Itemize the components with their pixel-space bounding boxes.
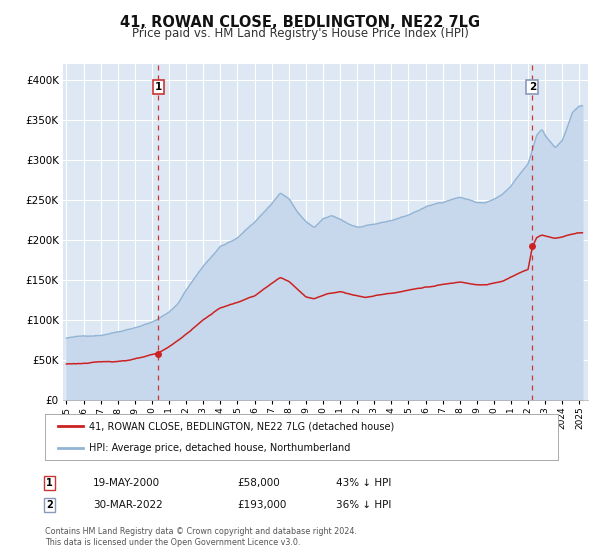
Text: 43% ↓ HPI: 43% ↓ HPI [336,478,391,488]
Text: 41, ROWAN CLOSE, BEDLINGTON, NE22 7LG (detached house): 41, ROWAN CLOSE, BEDLINGTON, NE22 7LG (d… [89,421,394,431]
Text: HPI: Average price, detached house, Northumberland: HPI: Average price, detached house, Nort… [89,443,350,453]
Text: 19-MAY-2000: 19-MAY-2000 [93,478,160,488]
Text: £58,000: £58,000 [237,478,280,488]
Text: 2: 2 [529,82,536,92]
Text: 41, ROWAN CLOSE, BEDLINGTON, NE22 7LG: 41, ROWAN CLOSE, BEDLINGTON, NE22 7LG [120,15,480,30]
Text: 30-MAR-2022: 30-MAR-2022 [93,500,163,510]
Text: Price paid vs. HM Land Registry's House Price Index (HPI): Price paid vs. HM Land Registry's House … [131,27,469,40]
Text: £193,000: £193,000 [237,500,286,510]
Text: 1: 1 [46,478,53,488]
Text: This data is licensed under the Open Government Licence v3.0.: This data is licensed under the Open Gov… [45,538,301,547]
Text: 36% ↓ HPI: 36% ↓ HPI [336,500,391,510]
Text: 2: 2 [46,500,53,510]
Text: 1: 1 [155,82,162,92]
Text: Contains HM Land Registry data © Crown copyright and database right 2024.: Contains HM Land Registry data © Crown c… [45,528,357,536]
